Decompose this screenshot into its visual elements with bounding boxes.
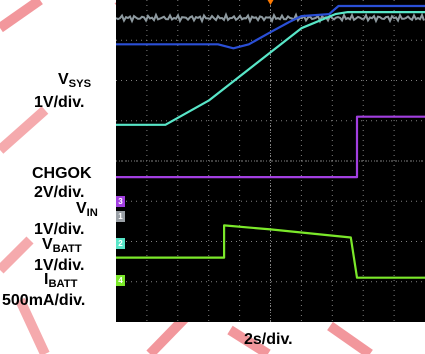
channel-2-marker: 2 (116, 238, 125, 249)
ibatt-scale-label: 500mA/div. (2, 292, 86, 309)
trace-group (116, 0, 425, 279)
channel-1-marker: 1 (116, 211, 125, 222)
channel-3-marker: 3 (116, 196, 125, 207)
vsys-scale-label: 1V/div. (34, 94, 85, 111)
watermark-stroke (327, 321, 373, 354)
watermark-stroke (15, 297, 50, 354)
oscilloscope-plot (116, 0, 425, 322)
plot-grid (116, 0, 425, 322)
watermark-stroke (227, 325, 271, 354)
vin-scale-label: 1V/div. (34, 221, 85, 238)
ibatt-label-name: I (44, 271, 49, 288)
vbatt-label-sub: BATT (52, 242, 82, 255)
vsys-label-sub: SYS (68, 77, 92, 90)
vin-label-name: V (76, 200, 87, 217)
watermark-stroke (146, 314, 189, 354)
trigger-marker (267, 0, 274, 5)
vsys-label-name: V (58, 71, 69, 88)
channel-4-marker: 4 (116, 275, 125, 286)
trace-vbatt (116, 11, 425, 126)
trace-vsys (116, 4, 425, 50)
vbatt-label-name: V (42, 236, 53, 253)
trace-ibatt (116, 224, 425, 279)
chgok-label: CHGOK (32, 165, 92, 182)
top-noise-trace (116, 12, 425, 24)
ibatt-label: IBATT (44, 272, 77, 290)
ibatt-label-sub: BATT (48, 277, 78, 290)
vsys-label: VSYS (58, 72, 91, 90)
vbatt-label: VBATT (42, 237, 82, 255)
time-scale-label: 2s/div. (244, 331, 293, 348)
chgok-scale-label: 2V/div. (34, 184, 85, 201)
watermark-stroke (0, 0, 43, 33)
vin-label: VIN (76, 201, 98, 219)
vbatt-scale-label: 1V/div. (34, 257, 85, 274)
vin-label-sub: IN (86, 206, 98, 219)
watermark-stroke (0, 236, 34, 274)
trace-chgok (116, 115, 425, 179)
watermark-stroke (0, 106, 49, 154)
